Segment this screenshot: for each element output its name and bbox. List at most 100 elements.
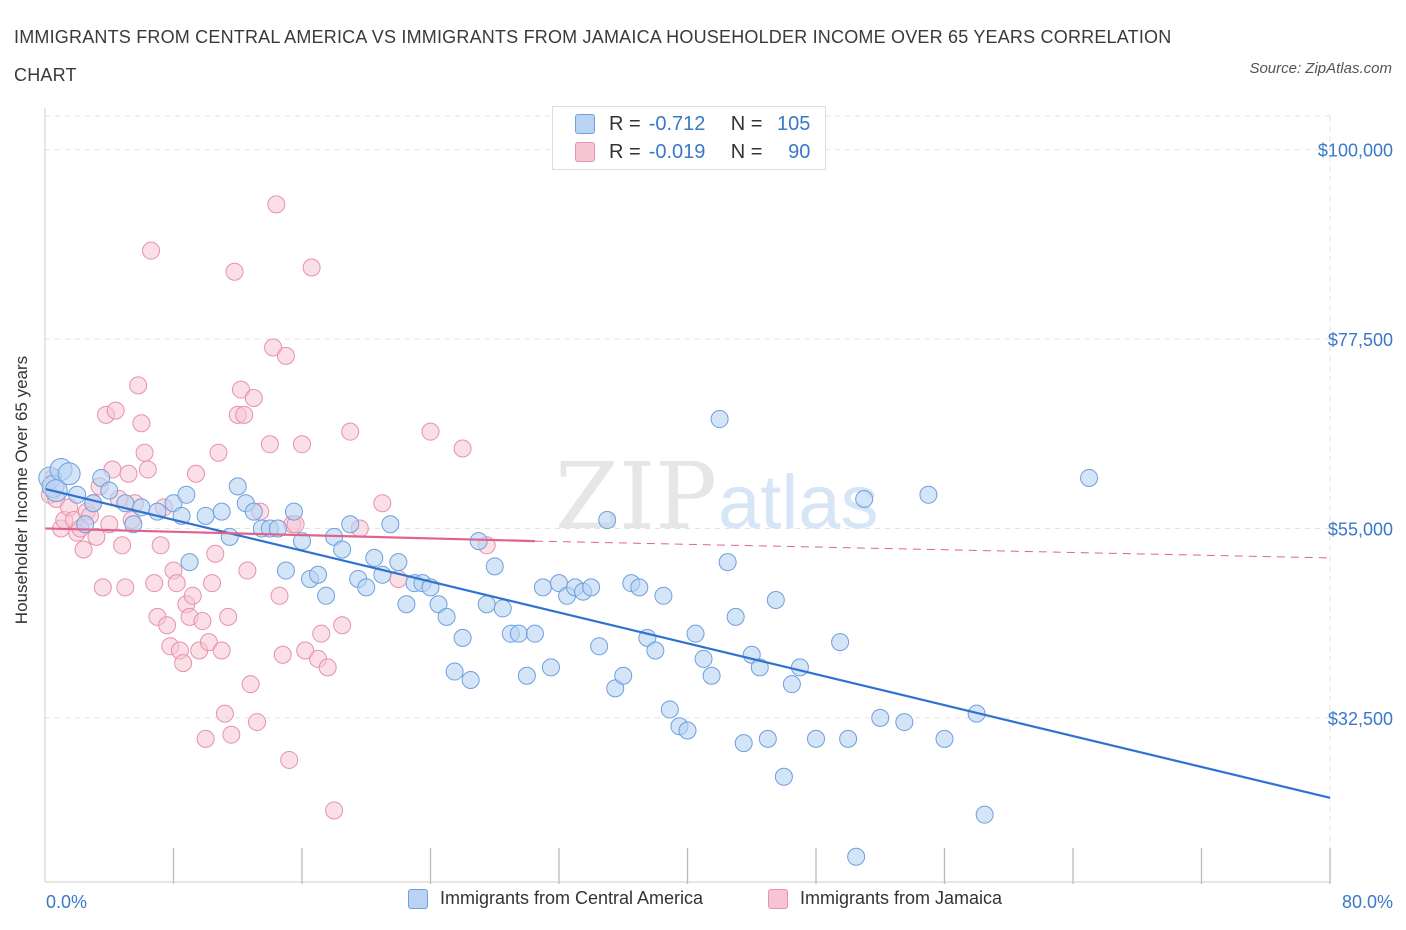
central-america-point <box>461 670 480 689</box>
central-america-point <box>975 805 994 824</box>
central-america-point <box>445 662 464 681</box>
jamaica-point <box>116 578 135 597</box>
central-america-point <box>598 511 617 530</box>
jamaica-point <box>453 439 472 458</box>
series-jamaica-points <box>40 195 496 820</box>
legend-r-value: -0.712 <box>648 112 706 135</box>
central-america-point <box>790 658 809 677</box>
jamaica-point <box>333 616 352 635</box>
central-america-point <box>660 700 679 719</box>
jamaica-point <box>113 536 132 555</box>
central-america-point <box>517 666 536 685</box>
jamaica-point <box>312 624 331 643</box>
central-america-point <box>614 666 633 685</box>
jamaica-point <box>225 262 244 281</box>
legend-r-value: -0.019 <box>648 140 706 163</box>
jamaica-point <box>215 704 234 723</box>
central-america-point <box>333 540 352 559</box>
legend-row-central-america: R = -0.712 N = 105 <box>575 111 810 137</box>
jamaica-point <box>142 241 161 260</box>
jamaica-trend-line-extension <box>534 540 1331 559</box>
central-america-point <box>774 767 793 786</box>
central-america-point <box>100 481 119 500</box>
jamaica-point <box>241 675 260 694</box>
jamaica-point <box>296 641 315 660</box>
jamaica-point <box>87 527 106 546</box>
central-america-point <box>389 553 408 572</box>
jamaica-point <box>302 258 321 277</box>
correlation-legend: R = -0.712 N = 105 R = -0.019 N = 90 <box>552 106 826 170</box>
jamaica-point <box>203 574 222 593</box>
jamaica-point <box>158 616 177 635</box>
jamaica-point <box>235 405 254 424</box>
jamaica-point <box>132 414 151 433</box>
y-tick-labels: $32,500 $55,000 $77,500 $100,000 <box>1318 141 1393 729</box>
central-america-point <box>678 721 697 740</box>
jamaica-point <box>206 544 225 563</box>
x-tick-label-max: 80.0% <box>1342 892 1393 912</box>
central-america-point <box>734 734 753 753</box>
central-america-point <box>453 628 472 647</box>
central-america-point <box>485 557 504 576</box>
jamaica-point <box>196 729 215 748</box>
central-america-point <box>871 708 890 727</box>
central-america-point <box>397 595 416 614</box>
central-america-point <box>831 633 850 652</box>
x-tick-labels: 0.0% 80.0% <box>46 892 1393 912</box>
watermark: ZIP atlas <box>555 443 879 550</box>
central-america-point <box>244 502 263 521</box>
y-tick-label: $100,000 <box>1318 141 1393 161</box>
legend-swatch-blue <box>575 114 595 134</box>
central-america-trend-line <box>44 487 1331 799</box>
jamaica-point <box>325 801 344 820</box>
jamaica-point <box>151 536 170 555</box>
jamaica-point <box>129 376 148 395</box>
jamaica-point <box>276 346 295 365</box>
legend-row-jamaica: R = -0.019 N = 90 <box>575 139 810 165</box>
legend-r-label: R = <box>609 112 641 135</box>
y-tick-label: $32,500 <box>1328 709 1393 729</box>
central-america-point <box>196 506 215 525</box>
central-america-point <box>782 675 801 694</box>
central-america-point <box>590 637 609 656</box>
bottom-legend-swatch-blue <box>408 888 428 909</box>
jamaica-point <box>231 380 250 399</box>
central-america-point <box>1080 468 1099 487</box>
central-america-point <box>381 515 400 534</box>
jamaica-point <box>267 195 286 214</box>
central-america-point <box>180 553 199 572</box>
central-america-point <box>177 485 196 504</box>
central-america-point <box>533 578 552 597</box>
jamaica-point <box>264 338 283 357</box>
central-america-point <box>124 515 143 534</box>
central-america-point <box>437 607 456 626</box>
jamaica-point <box>145 574 164 593</box>
jamaica-trend-line <box>44 527 535 543</box>
bottom-legend-central-america: Immigrants from Central America <box>408 888 703 909</box>
jamaica-point <box>293 435 311 454</box>
central-america-point <box>750 658 769 677</box>
central-america-point <box>726 607 745 626</box>
central-america-point <box>686 624 705 643</box>
central-america-point <box>341 515 360 534</box>
central-america-point <box>895 713 914 732</box>
jamaica-point <box>138 460 157 479</box>
legend-n-value: 90 <box>788 140 811 163</box>
jamaica-point <box>219 607 238 626</box>
jamaica-point <box>167 574 186 593</box>
jamaica-point <box>238 561 257 580</box>
bottom-legend-label: Immigrants from Central America <box>440 888 704 908</box>
central-america-point <box>276 561 295 580</box>
x-tick-label-min: 0.0% <box>46 892 87 912</box>
jamaica-point <box>244 388 263 407</box>
y-tick-label: $55,000 <box>1328 519 1393 539</box>
jamaica-point <box>318 658 337 677</box>
source-label: Source: ZipAtlas.com <box>1249 60 1392 77</box>
central-america-point <box>630 578 649 597</box>
jamaica-point <box>100 515 119 534</box>
central-america-point <box>654 586 673 605</box>
chart-title: IMMIGRANTS FROM CENTRAL AMERICA VS IMMIG… <box>14 27 1172 85</box>
jamaica-point <box>212 641 231 660</box>
central-america-point <box>429 595 448 614</box>
